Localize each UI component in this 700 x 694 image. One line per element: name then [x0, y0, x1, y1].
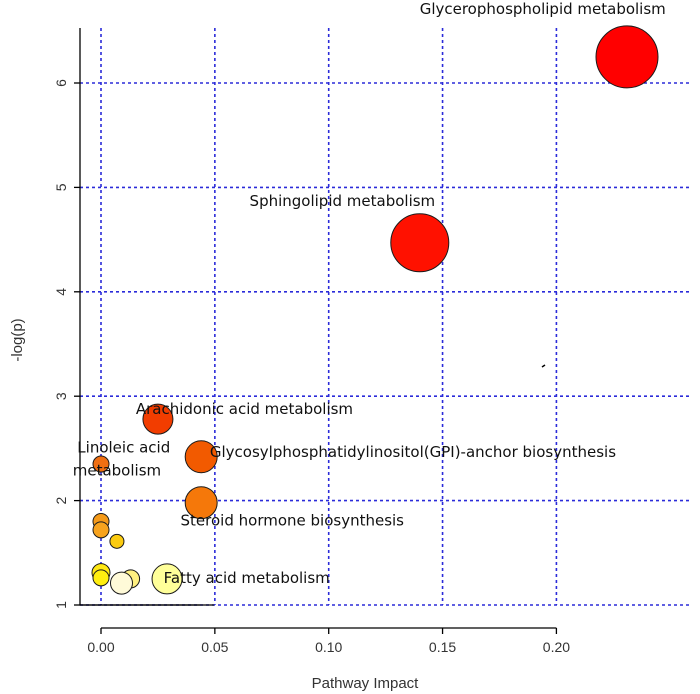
- point-annotation: Fatty acid metabolism: [164, 569, 330, 587]
- y-tick-label: 3: [53, 392, 69, 400]
- data-point: [92, 455, 110, 473]
- y-tick-label: 2: [53, 496, 69, 504]
- point-annotations: Glycerophospholipid metabolism Sphingolip…: [73, 0, 666, 587]
- data-point: [184, 486, 218, 520]
- y-axis-title: -log(p): [9, 318, 26, 361]
- x-tick-label: 0.10: [315, 639, 342, 655]
- point-annotation: metabolism: [73, 462, 161, 480]
- data-point: [151, 563, 183, 595]
- stray-mark: [541, 364, 546, 368]
- point-annotation: Sphingolipid metabolism: [250, 192, 436, 210]
- data-point: [184, 440, 218, 474]
- data-point: [109, 571, 133, 595]
- data-point: [92, 569, 110, 587]
- point-annotation: Steroid hormone biosynthesis: [181, 512, 405, 530]
- point-annotation: Glycosylphosphatidylinositol(GPI)-anchor…: [210, 443, 616, 461]
- y-tick-label: 1: [53, 601, 69, 609]
- x-tick-label: 0.15: [429, 639, 456, 655]
- x-tick-label: 0.05: [201, 639, 228, 655]
- point-annotation: Arachidonic acid metabolism: [136, 400, 353, 418]
- data-point: [142, 403, 174, 435]
- point-annotation: Linoleic acid: [77, 439, 170, 457]
- x-axis-title: Pathway Impact: [312, 675, 420, 692]
- data-point: [92, 521, 110, 539]
- y-tick-label: 5: [53, 183, 69, 191]
- data-points: [91, 25, 659, 595]
- y-tick-label: 6: [53, 79, 69, 87]
- data-point: [390, 213, 450, 273]
- x-tick-label: 0.20: [543, 639, 570, 655]
- axes: [74, 28, 558, 634]
- tick-labels: 0.00 0.05 0.10 0.15 0.20 1 2 3 4 5 6: [53, 79, 570, 655]
- x-tick-label: 0.00: [87, 639, 114, 655]
- y-tick-label: 4: [53, 288, 69, 296]
- point-annotation: Glycerophospholipid metabolism: [420, 0, 666, 18]
- data-point: [109, 533, 125, 549]
- data-point: [595, 25, 659, 89]
